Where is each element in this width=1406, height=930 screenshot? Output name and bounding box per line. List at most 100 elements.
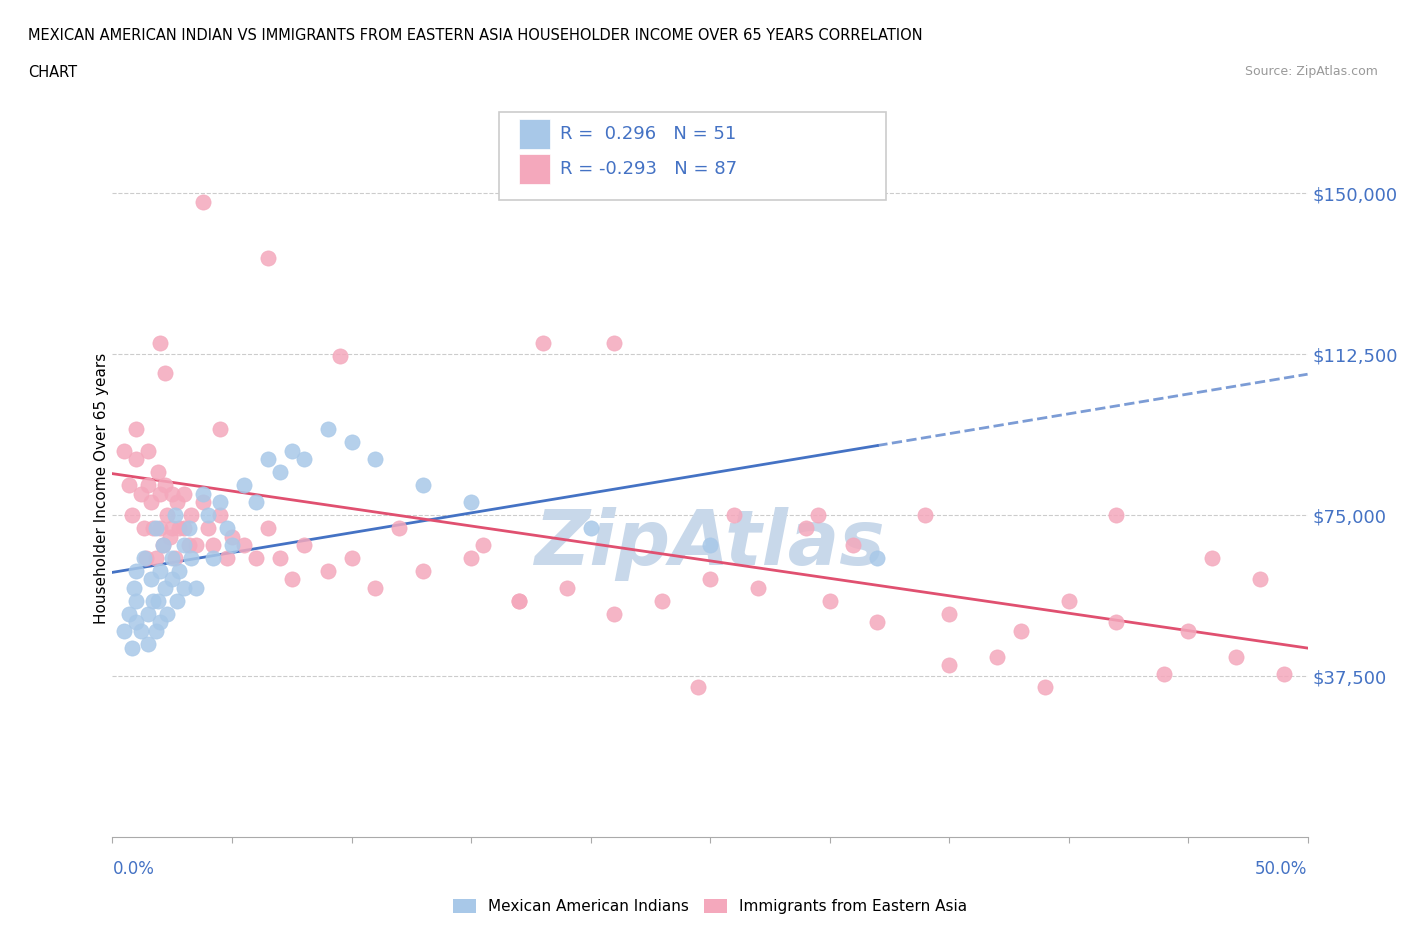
- Point: [149, 521, 172, 536]
- Point: [938, 658, 960, 672]
- Point: [166, 495, 188, 510]
- Point: [603, 336, 626, 351]
- Point: [138, 444, 160, 458]
- Point: [186, 538, 208, 552]
- Point: [340, 551, 363, 565]
- Point: [914, 508, 936, 523]
- Point: [208, 495, 231, 510]
- Point: [142, 521, 165, 536]
- Point: [292, 538, 315, 552]
- Point: [1225, 649, 1247, 664]
- Point: [1201, 551, 1223, 565]
- Point: [173, 580, 195, 595]
- Point: [129, 623, 152, 638]
- Point: [142, 593, 165, 608]
- Point: [163, 508, 186, 523]
- Point: [159, 529, 181, 544]
- Point: [132, 551, 155, 565]
- Point: [651, 593, 673, 608]
- Point: [257, 521, 280, 536]
- Point: [138, 478, 160, 493]
- Point: [603, 606, 626, 621]
- Point: [232, 478, 256, 493]
- Point: [193, 194, 215, 209]
- Point: [149, 336, 172, 351]
- Point: [316, 564, 339, 578]
- Point: [1105, 508, 1128, 523]
- Point: [208, 422, 231, 437]
- Point: [125, 615, 148, 630]
- Point: [125, 593, 148, 608]
- Point: [121, 508, 143, 523]
- Point: [316, 422, 339, 437]
- Point: [145, 521, 167, 536]
- Text: ZipAtlas: ZipAtlas: [534, 507, 886, 581]
- Point: [152, 538, 174, 552]
- Point: [173, 521, 195, 536]
- Point: [686, 679, 709, 694]
- Point: [1105, 615, 1128, 630]
- Point: [180, 508, 202, 523]
- Point: [217, 551, 239, 565]
- Point: [177, 538, 200, 552]
- Point: [122, 580, 145, 595]
- Point: [217, 521, 239, 536]
- Point: [114, 444, 135, 458]
- Point: [129, 486, 152, 501]
- Text: MEXICAN AMERICAN INDIAN VS IMMIGRANTS FROM EASTERN ASIA HOUSEHOLDER INCOME OVER : MEXICAN AMERICAN INDIAN VS IMMIGRANTS FR…: [28, 28, 922, 43]
- Point: [1249, 572, 1271, 587]
- Point: [292, 452, 315, 467]
- Point: [412, 564, 434, 578]
- Legend: Mexican American Indians, Immigrants from Eastern Asia: Mexican American Indians, Immigrants fro…: [447, 893, 973, 920]
- Text: Source: ZipAtlas.com: Source: ZipAtlas.com: [1244, 65, 1378, 78]
- Point: [579, 521, 602, 536]
- Point: [460, 495, 482, 510]
- Point: [125, 422, 148, 437]
- Point: [162, 486, 183, 501]
- Point: [412, 478, 434, 493]
- Point: [807, 508, 830, 523]
- Point: [508, 593, 530, 608]
- Point: [201, 538, 224, 552]
- Point: [146, 593, 169, 608]
- Text: R =  0.296   N = 51: R = 0.296 N = 51: [560, 125, 735, 143]
- Point: [193, 495, 215, 510]
- Point: [531, 336, 554, 351]
- Point: [156, 508, 179, 523]
- Point: [1057, 593, 1080, 608]
- Point: [245, 551, 267, 565]
- Point: [163, 551, 186, 565]
- Point: [1153, 667, 1175, 682]
- Point: [149, 564, 172, 578]
- Point: [508, 593, 530, 608]
- Point: [723, 508, 745, 523]
- Point: [1010, 623, 1032, 638]
- Point: [173, 538, 195, 552]
- Point: [156, 606, 179, 621]
- Point: [340, 434, 363, 449]
- Point: [118, 606, 141, 621]
- Point: [269, 465, 291, 480]
- Point: [162, 521, 183, 536]
- Point: [818, 593, 841, 608]
- Point: [180, 551, 202, 565]
- Point: [866, 615, 889, 630]
- Point: [138, 636, 160, 651]
- Point: [257, 452, 280, 467]
- Point: [169, 564, 191, 578]
- Point: [1033, 679, 1056, 694]
- Point: [281, 444, 304, 458]
- Point: [364, 580, 387, 595]
- Point: [152, 538, 174, 552]
- Point: [132, 521, 155, 536]
- Point: [794, 521, 817, 536]
- Point: [146, 465, 169, 480]
- Point: [197, 508, 219, 523]
- Point: [139, 495, 162, 510]
- Point: [938, 606, 960, 621]
- Point: [1177, 623, 1199, 638]
- Point: [193, 486, 215, 501]
- Point: [201, 551, 224, 565]
- Point: [135, 551, 157, 565]
- Point: [145, 551, 167, 565]
